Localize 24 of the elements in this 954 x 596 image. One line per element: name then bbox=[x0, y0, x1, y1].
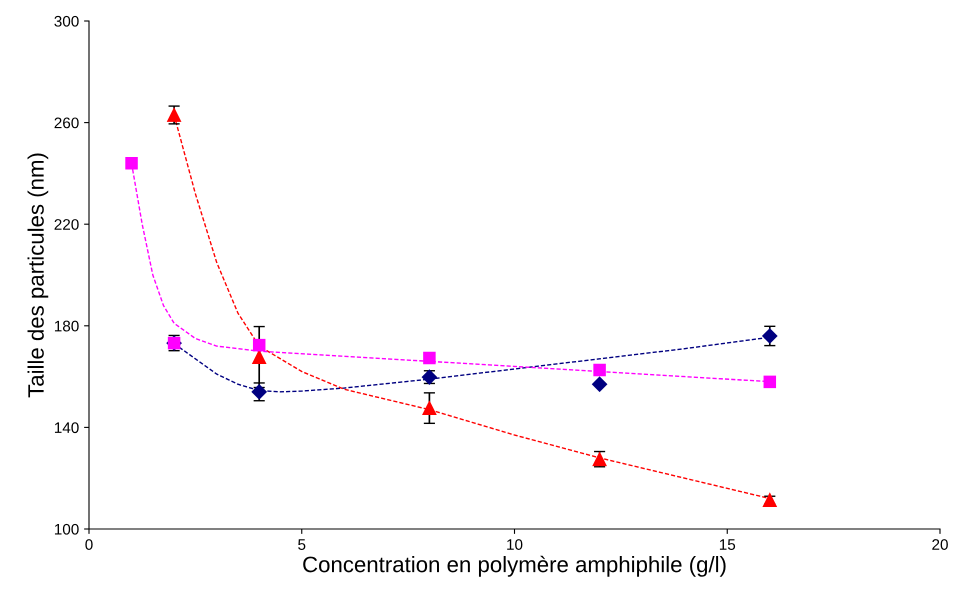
point bbox=[423, 352, 436, 364]
point bbox=[252, 350, 266, 364]
point bbox=[125, 156, 138, 170]
y-tick-label: 100 bbox=[54, 524, 79, 535]
point bbox=[252, 338, 266, 352]
x-tick-label: 5 bbox=[298, 539, 306, 550]
x-axis-title: Concentration en polymère amphiphile (g/l) bbox=[303, 556, 726, 577]
y-tick-label: 260 bbox=[54, 117, 79, 128]
y-tick-label: 300 bbox=[54, 16, 79, 27]
x-tick-label: 20 bbox=[932, 539, 948, 550]
point bbox=[167, 108, 182, 122]
y-tick-label: 180 bbox=[54, 320, 79, 332]
point bbox=[593, 364, 606, 376]
point bbox=[592, 376, 608, 392]
y-tick-label: 140 bbox=[54, 422, 79, 434]
point bbox=[762, 493, 777, 507]
point bbox=[764, 376, 776, 388]
y-tick-label: 220 bbox=[54, 219, 79, 230]
point bbox=[762, 328, 778, 344]
y-axis-title: Taille des particules (nm) bbox=[28, 153, 48, 398]
x-tick-label: 15 bbox=[720, 539, 736, 550]
x-tick-label: 10 bbox=[507, 539, 522, 550]
point bbox=[422, 401, 436, 416]
x-tick-label: 0 bbox=[85, 539, 93, 550]
